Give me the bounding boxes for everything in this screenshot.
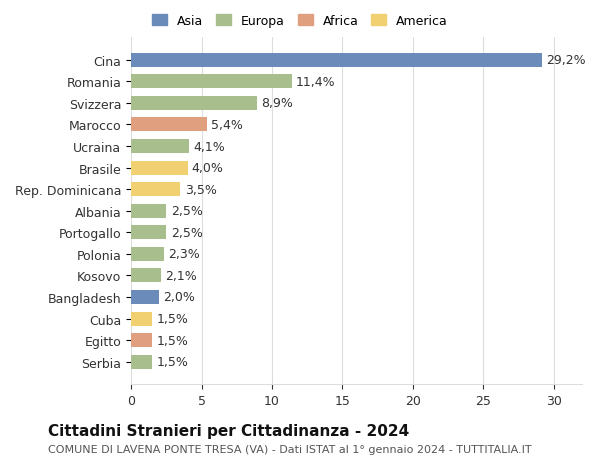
Bar	[131, 204, 166, 218]
Bar	[131, 183, 181, 197]
Bar	[131, 355, 152, 369]
Bar	[131, 75, 292, 89]
Bar	[131, 140, 189, 154]
Text: 4,0%: 4,0%	[192, 162, 224, 175]
Text: 2,5%: 2,5%	[170, 226, 203, 239]
Text: 4,1%: 4,1%	[193, 140, 225, 153]
Text: 2,0%: 2,0%	[164, 291, 196, 304]
Bar	[131, 161, 188, 175]
Bar	[131, 97, 257, 111]
Text: 1,5%: 1,5%	[157, 334, 188, 347]
Bar	[131, 118, 207, 132]
Text: 1,5%: 1,5%	[157, 313, 188, 325]
Text: 29,2%: 29,2%	[547, 54, 586, 67]
Text: 5,4%: 5,4%	[211, 119, 244, 132]
Bar	[131, 54, 542, 67]
Text: COMUNE DI LAVENA PONTE TRESA (VA) - Dati ISTAT al 1° gennaio 2024 - TUTTITALIA.I: COMUNE DI LAVENA PONTE TRESA (VA) - Dati…	[48, 444, 532, 454]
Text: 2,3%: 2,3%	[168, 248, 200, 261]
Bar	[131, 247, 164, 261]
Legend: Asia, Europa, Africa, America: Asia, Europa, Africa, America	[149, 11, 451, 31]
Bar	[131, 312, 152, 326]
Bar	[131, 291, 160, 304]
Bar	[131, 226, 166, 240]
Text: 3,5%: 3,5%	[185, 183, 217, 196]
Bar	[131, 269, 161, 283]
Bar	[131, 333, 152, 347]
Text: 8,9%: 8,9%	[261, 97, 293, 110]
Text: 2,5%: 2,5%	[170, 205, 203, 218]
Text: 11,4%: 11,4%	[296, 76, 335, 89]
Text: 2,1%: 2,1%	[165, 269, 197, 282]
Text: Cittadini Stranieri per Cittadinanza - 2024: Cittadini Stranieri per Cittadinanza - 2…	[48, 423, 409, 438]
Text: 1,5%: 1,5%	[157, 355, 188, 369]
